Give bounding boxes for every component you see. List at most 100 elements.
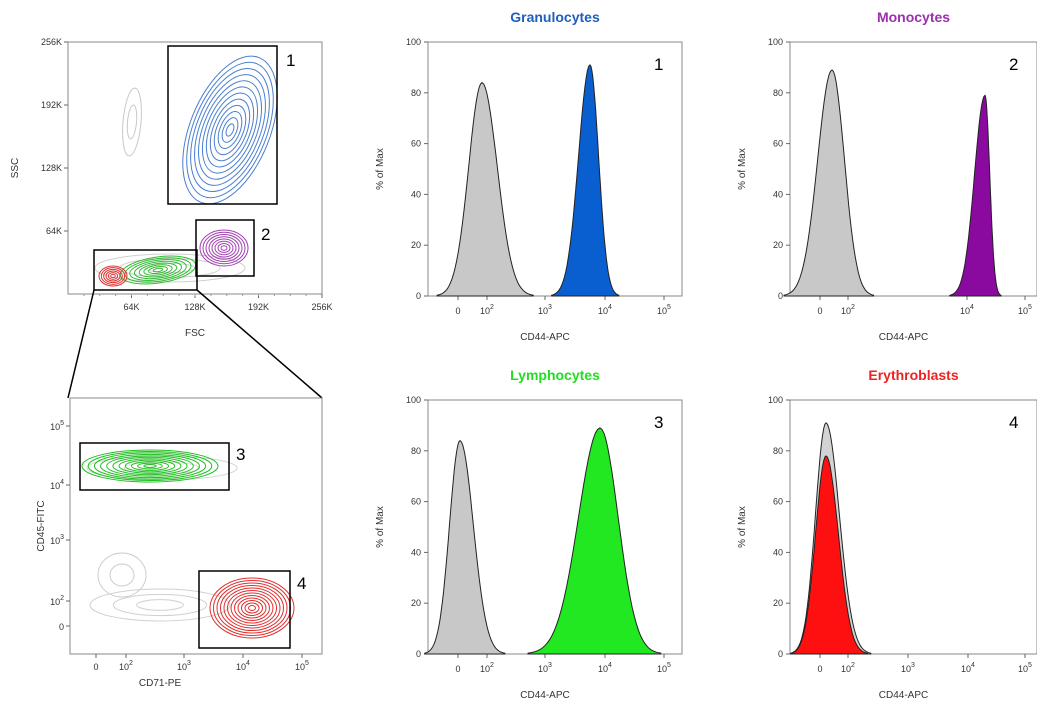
lymphocyte-contour <box>118 458 182 474</box>
granulocyte-contour <box>194 74 266 186</box>
erythroblast-contour <box>103 268 123 284</box>
y-tick-label: 0 <box>778 649 783 659</box>
monocyte-contour <box>208 236 240 260</box>
chart-title: Erythroblasts <box>868 367 958 383</box>
x-tick-label: 103 <box>901 662 915 674</box>
y-tick-label: 40 <box>773 189 783 199</box>
gate-2-label: 2 <box>261 225 270 244</box>
cd44-histogram <box>527 427 662 655</box>
lymphocyte-contour <box>124 257 192 283</box>
gate-1 <box>167 45 278 205</box>
x-tick-label: 192K <box>248 302 269 312</box>
granulocyte-contour <box>205 92 255 168</box>
lymphocyte-contour <box>143 464 157 468</box>
granulocyte-contour <box>182 55 278 205</box>
erythroblast-contour <box>209 577 295 639</box>
erythroblast-contour <box>105 270 121 282</box>
x-axis-label: CD44-APC <box>520 332 569 343</box>
erythroblast-contour <box>223 587 281 629</box>
histogram-erythroblasts: 0 20 40 60 80 100 0 102 103 104 105 CD44-APC % of Ma… <box>737 367 1037 701</box>
gate-number: 3 <box>654 413 663 432</box>
lymphocyte-contour <box>138 262 178 278</box>
monocyte-contour <box>220 245 228 251</box>
erythroblast-contour <box>213 580 291 636</box>
lymphocyte-contour <box>148 266 168 274</box>
plot-frame <box>789 41 1037 297</box>
y-tick-label: 20 <box>411 598 421 608</box>
x-tick-label: 105 <box>295 660 309 672</box>
x-axis-label: CD44-APC <box>879 332 928 343</box>
lymphocyte-contour <box>129 259 187 281</box>
y-tick-label: 105 <box>50 420 64 432</box>
x-tick-label: 103 <box>538 662 552 674</box>
x-tick-label: 102 <box>841 662 855 674</box>
y-tick-label: 60 <box>411 139 421 149</box>
erythroblast-contour <box>244 602 260 614</box>
gate-lymph-erythro <box>93 249 198 291</box>
gate-2 <box>195 219 255 277</box>
lymphocyte-contour <box>106 455 194 477</box>
gate-number: 2 <box>1009 55 1018 74</box>
y-tick-label: 102 <box>50 595 64 607</box>
x-tick-label: 0 <box>817 664 822 674</box>
x-tick-label: 128K <box>184 302 205 312</box>
y-tick-label: 103 <box>50 534 64 546</box>
y-axis-label: % of Max <box>737 148 748 190</box>
y-tick-label: 256K <box>41 37 62 47</box>
lymphocyte-contour <box>112 456 188 476</box>
y-tick-label: 104 <box>50 479 64 491</box>
zoom-line-left <box>67 289 95 399</box>
y-tick-label: 0 <box>778 291 783 301</box>
x-tick-label: 104 <box>598 662 612 674</box>
erythroblast-contour <box>227 590 277 626</box>
y-tick-label: 80 <box>773 446 783 456</box>
y-axis-label: SSC <box>10 158 21 179</box>
isotype-control-histogram <box>424 439 506 655</box>
granulocyte-contour <box>186 61 274 199</box>
y-tick-label: 100 <box>768 37 783 47</box>
background-contour <box>122 87 142 157</box>
lymphocyte-contour <box>124 459 176 473</box>
scatter-cd71-cd45: 0 102 103 104 105 0 102 103 104 105 CD71-PE CD45-FI… <box>36 397 323 689</box>
gate-4 <box>198 570 291 649</box>
background-contour <box>94 253 246 283</box>
cd44-histogram <box>551 64 620 297</box>
lymphocyte-contour <box>152 267 164 273</box>
granulocyte-contour <box>190 67 270 193</box>
erythroblast-contour <box>98 265 128 287</box>
background-contour <box>112 593 208 617</box>
lymphocyte-contour <box>100 453 200 479</box>
lymphocyte-contour <box>93 452 207 480</box>
x-tick-label: 105 <box>1018 662 1032 674</box>
chart-title: Monocytes <box>877 9 950 25</box>
erythroblast-contour <box>230 592 274 624</box>
isotype-control-histogram <box>436 81 534 297</box>
x-axis-label: CD44-APC <box>879 690 928 701</box>
x-tick-label: 105 <box>657 304 671 316</box>
y-tick-label: 0 <box>416 649 421 659</box>
y-tick-label: 100 <box>768 395 783 405</box>
gate-4-label: 4 <box>297 574 306 593</box>
x-axis-label: CD71-PE <box>139 678 182 689</box>
x-tick-label: 104 <box>598 304 612 316</box>
background-contour <box>109 563 135 587</box>
y-tick-label: 0 <box>416 291 421 301</box>
y-tick-label: 80 <box>411 446 421 456</box>
background-contour <box>97 552 147 598</box>
monocyte-contour <box>205 234 243 262</box>
granulocyte-contour <box>209 98 251 162</box>
y-axis-label: % of Max <box>737 506 748 548</box>
monocyte-contour <box>202 231 246 265</box>
y-tick-label: 60 <box>773 497 783 507</box>
y-tick-label: 64K <box>46 226 62 236</box>
x-axis-label: FSC <box>185 328 205 339</box>
y-tick-label: 20 <box>773 240 783 250</box>
plot-frame <box>69 397 323 655</box>
erythroblast-contour <box>237 597 267 619</box>
granulocyte-contour <box>213 104 247 156</box>
scatter-fsc-ssc: 64K 128K 192K 256K 64K 128K 192K 256K FSC SSC 1 2 <box>10 37 333 399</box>
background-contour <box>89 588 231 622</box>
erythroblast-contour <box>234 595 270 621</box>
x-tick-label: 102 <box>480 662 494 674</box>
